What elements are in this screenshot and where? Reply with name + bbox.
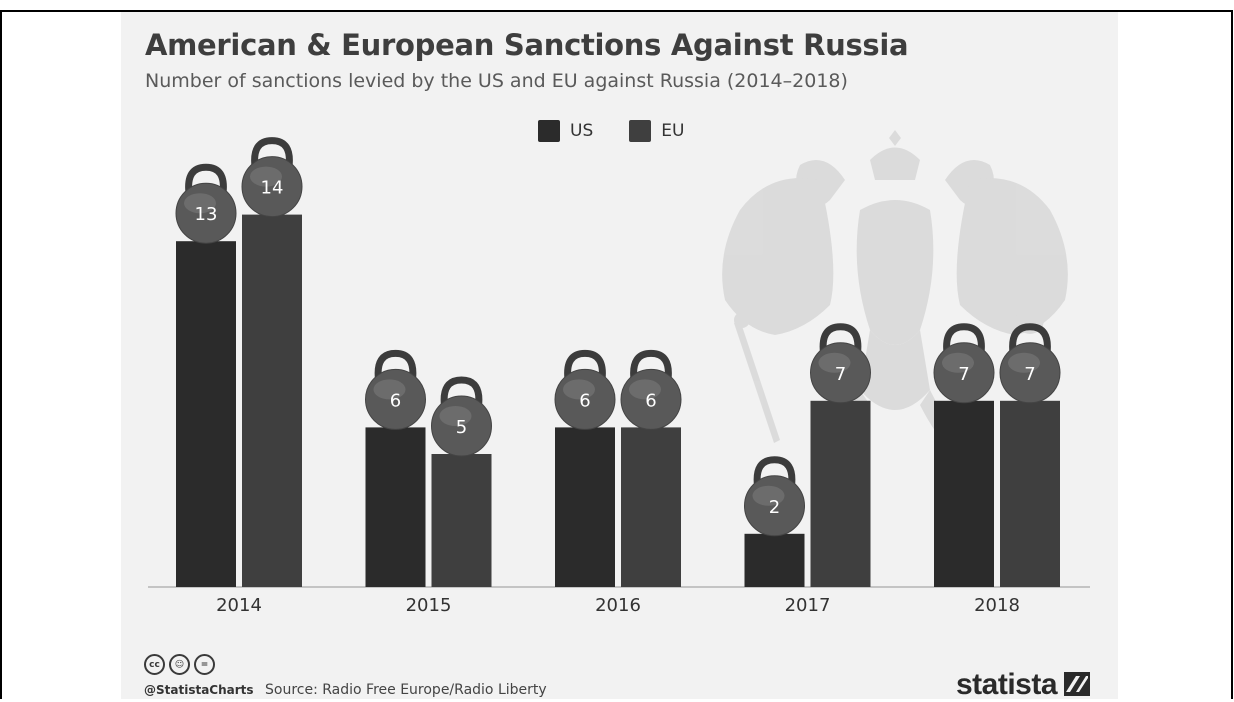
bar-us-2016 [555,427,615,587]
bar-us-2017 [744,533,805,587]
bar-us-2018 [934,400,994,587]
bar-eu-2015 [431,454,492,587]
legend-swatch-us [538,120,560,142]
screenshot-frame [0,10,1233,699]
kettlebell-icon [810,323,871,404]
x-tick-2018: 2018 [974,595,1020,616]
bar-eu-2017 [810,400,871,587]
bar-eu-2014 [242,214,302,587]
bar-us-2015 [365,427,426,587]
data-label-us-2014: 13 [195,204,218,225]
bar-us-2014 [176,241,236,587]
data-label-us-2016: 6 [579,390,590,411]
data-label-eu-2018: 7 [1024,364,1035,385]
kettlebell-icon [365,349,426,430]
by-icon: ☺ [169,654,190,675]
data-label-eu-2017: 7 [835,364,846,385]
kettlebell-icon [999,323,1061,404]
data-label-eu-2014: 14 [261,178,284,199]
x-tick-2014: 2014 [216,595,262,616]
bar-eu-2016 [621,427,681,587]
footer-handle[interactable]: @StatistaCharts [144,683,254,697]
kettlebell-icon [241,137,303,218]
statista-logo-text: statista [956,668,1058,701]
legend-label-eu: EU [661,121,685,141]
statista-logo-icon [1064,672,1090,696]
data-label-us-2018: 7 [958,364,969,385]
chart-title: American & European Sanctions Against Ru… [145,28,909,62]
nd-icon: = [194,654,215,675]
legend-label-us: US [570,121,594,141]
x-tick-2017: 2017 [785,595,831,616]
kettlebell-icon [554,349,616,430]
kettlebell-icon [933,323,995,404]
kettlebell-icon [175,163,237,244]
license-icons: cc ☺ = [144,654,215,675]
kettlebell-icon [431,376,492,457]
data-label-us-2015: 6 [390,390,401,411]
data-label-us-2017: 2 [769,497,780,518]
legend: US EU [538,118,706,144]
legend-item-us: US [538,120,593,142]
x-tick-2015: 2015 [406,595,452,616]
bars-group: 13 14 6 5 6 6 2 7 7 7 [175,137,1061,587]
x-tick-2016: 2016 [595,595,641,616]
footer-source: Source: Radio Free Europe/Radio Liberty [265,682,547,698]
data-label-eu-2016: 6 [645,390,656,411]
cc-icon: cc [144,654,165,675]
data-label-eu-2015: 5 [456,417,467,438]
x-tick-labels: 2014 2015 2016 2017 2018 [216,595,1020,616]
chart-subtitle: Number of sanctions levied by the US and… [145,70,848,92]
bar-eu-2018 [1000,400,1060,587]
kettlebell-icon [744,456,805,537]
legend-swatch-eu [629,120,652,142]
legend-item-eu: EU [629,120,684,142]
kettlebell-icon [620,349,682,430]
